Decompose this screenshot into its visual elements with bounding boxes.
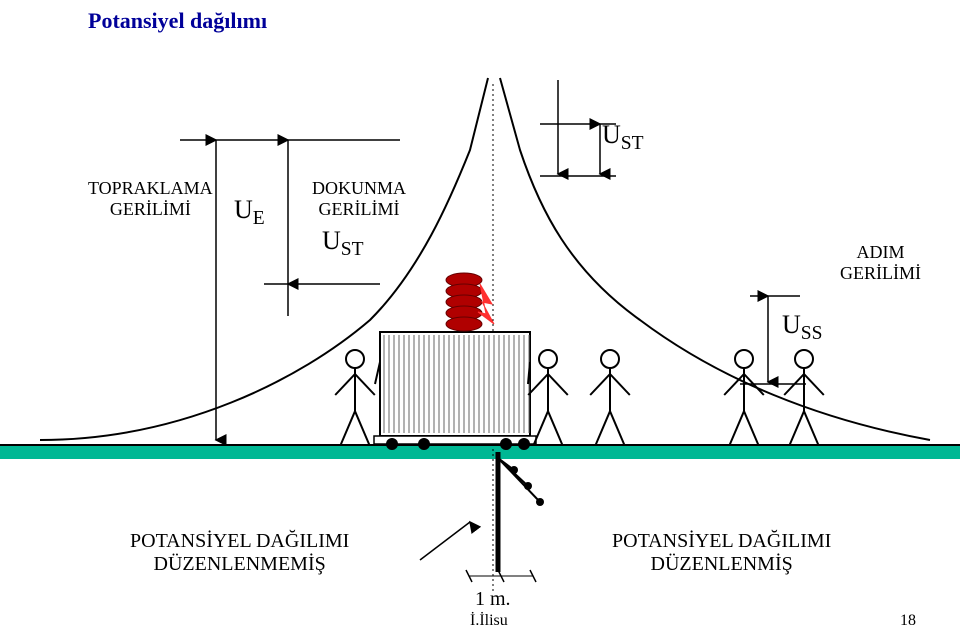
label-ust-top: UST	[602, 120, 644, 156]
text: ST	[621, 133, 644, 154]
text: U	[602, 120, 621, 149]
text: U	[234, 195, 253, 224]
text: TOPRAKLAMA	[88, 178, 213, 198]
label-left-bottom: POTANSİYEL DAĞILIMI DÜZENLENMEMİŞ	[130, 530, 349, 576]
label-one-m: 1 m.	[475, 588, 511, 611]
label-right-bottom: POTANSİYEL DAĞILIMI DÜZENLENMİŞ	[612, 530, 831, 576]
label-ue: UE	[234, 195, 265, 231]
page-title: Potansiyel dağılımı	[88, 8, 267, 34]
page-number: 18	[900, 612, 916, 630]
text: POTANSİYEL DAĞILIMI	[612, 530, 831, 552]
label-ust-left: UST	[322, 226, 364, 262]
text: SS	[801, 323, 823, 344]
text: U	[322, 226, 341, 255]
label-dokunma: DOKUNMA GERİLİMİ	[312, 178, 406, 219]
text: DÜZENLENMİŞ	[651, 553, 793, 575]
label-topraklama: TOPRAKLAMA GERİLİMİ	[88, 178, 213, 219]
text: DOKUNMA	[312, 178, 406, 198]
text: GERİLİMİ	[840, 263, 921, 283]
label-uss: USS	[782, 310, 822, 346]
text: ST	[341, 239, 364, 260]
text: ADIM	[856, 242, 904, 262]
text: DÜZENLENMEMİŞ	[154, 553, 326, 575]
text: E	[253, 208, 265, 229]
label-adim: ADIM GERİLİMİ	[840, 242, 921, 283]
text: GERİLİMİ	[110, 199, 191, 219]
footer-author: İ.İlisu	[470, 612, 508, 630]
text: POTANSİYEL DAĞILIMI	[130, 530, 349, 552]
text: GERİLİMİ	[319, 199, 400, 219]
text: U	[782, 310, 801, 339]
